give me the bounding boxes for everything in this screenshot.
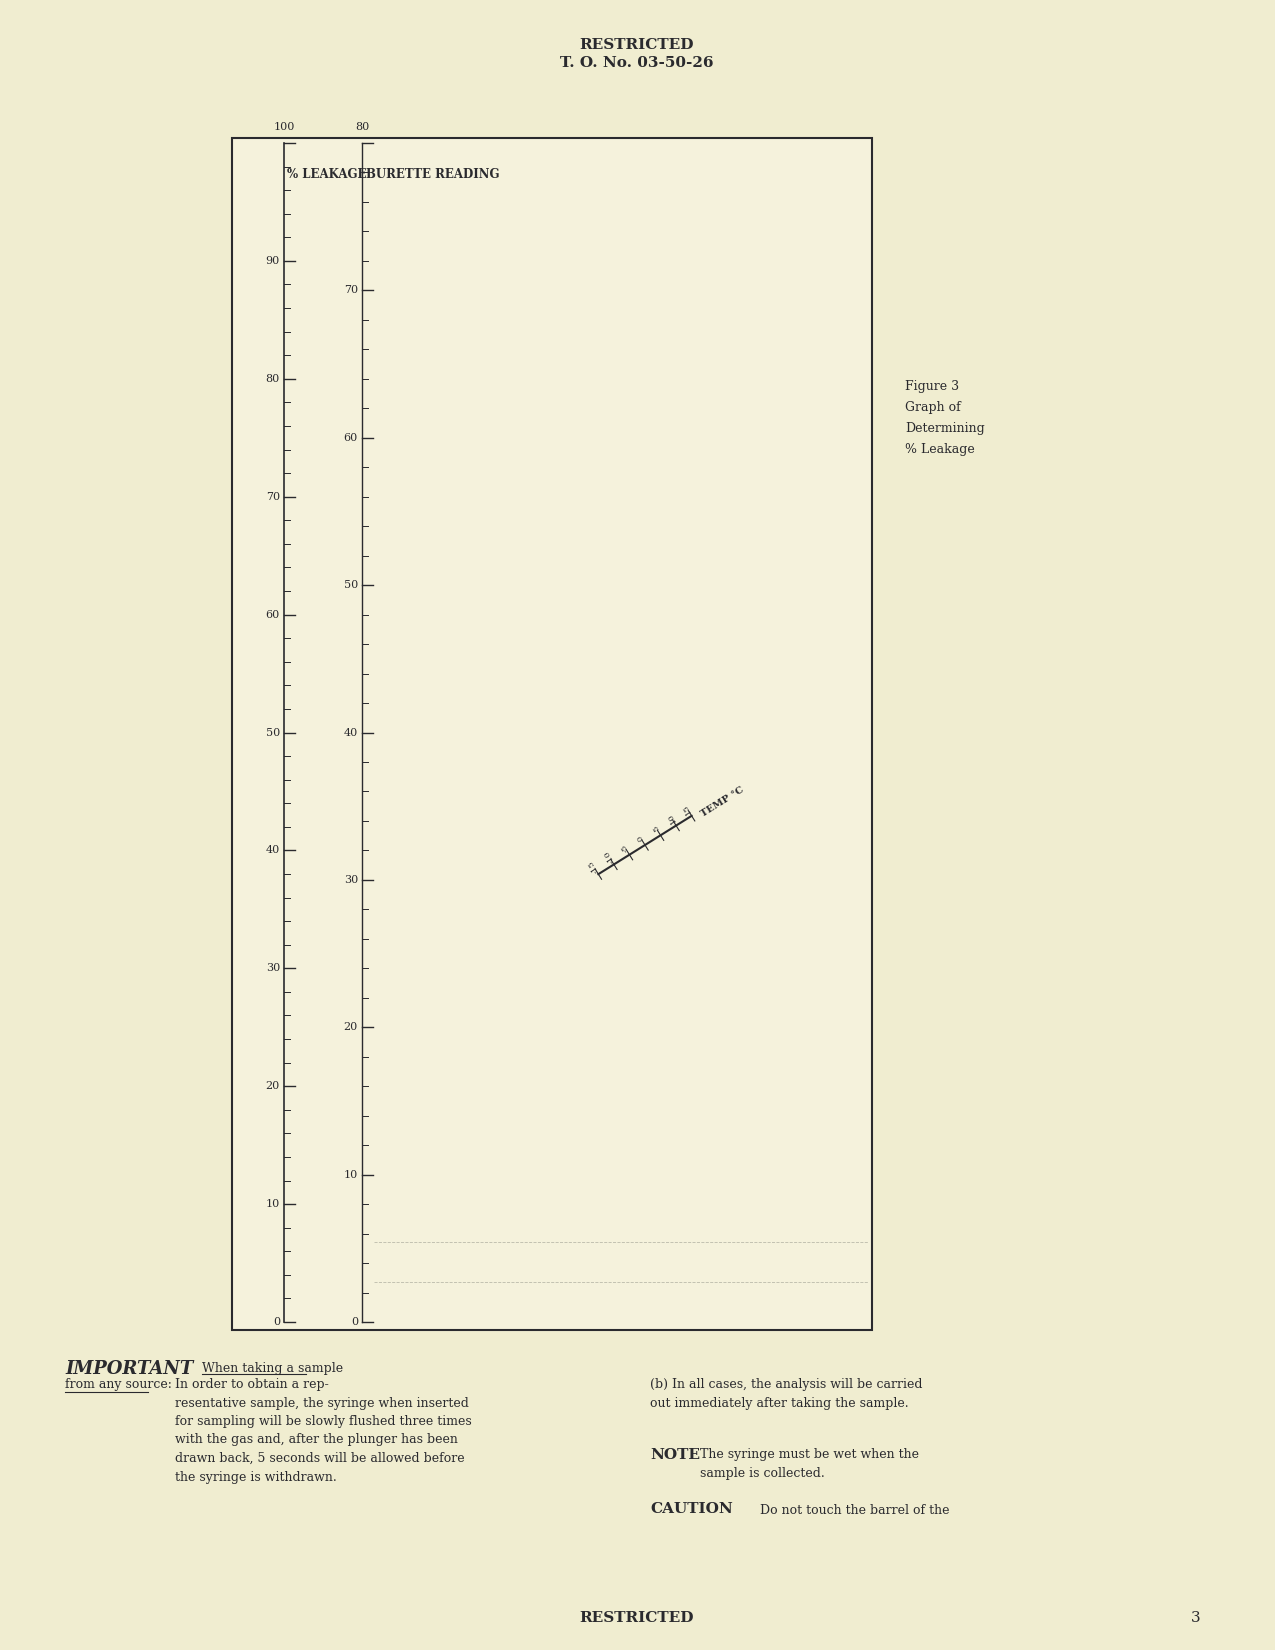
Text: -10: -10 (602, 850, 616, 865)
Text: RESTRICTED: RESTRICTED (580, 38, 695, 53)
Text: 90: 90 (265, 256, 280, 266)
Text: When taking a sample: When taking a sample (201, 1361, 343, 1374)
Text: 50: 50 (265, 728, 280, 738)
Text: 60: 60 (344, 432, 358, 442)
Text: 70: 70 (344, 285, 358, 295)
Text: 100: 100 (273, 122, 295, 132)
Text: % LEAKAGE: % LEAKAGE (287, 168, 366, 182)
Text: Do not touch the barrel of the: Do not touch the barrel of the (760, 1505, 950, 1516)
Text: 30: 30 (344, 874, 358, 884)
Text: 80: 80 (265, 375, 280, 384)
Text: 0: 0 (351, 1317, 358, 1327)
Text: 50: 50 (344, 581, 358, 591)
Text: TEMP °C: TEMP °C (700, 785, 746, 818)
Text: 30: 30 (265, 964, 280, 973)
Bar (232, 139, 872, 1330)
Text: 20: 20 (344, 1023, 358, 1033)
Text: 70: 70 (266, 492, 280, 502)
Text: The syringe must be wet when the
sample is collected.: The syringe must be wet when the sample … (700, 1449, 919, 1480)
Text: (b) In all cases, the analysis will be carried
out immediately after taking the : (b) In all cases, the analysis will be c… (650, 1378, 923, 1409)
Text: Figure 3
Graph of
Determining
% Leakage: Figure 3 Graph of Determining % Leakage (905, 380, 984, 455)
Text: CAUTION: CAUTION (650, 1502, 733, 1516)
Text: -15: -15 (586, 858, 601, 874)
Text: BURETTE READING: BURETTE READING (366, 168, 500, 182)
Text: 10: 10 (265, 1200, 280, 1209)
Text: 0: 0 (273, 1317, 281, 1327)
Text: 60: 60 (265, 609, 280, 620)
Text: IMPORTANT: IMPORTANT (65, 1360, 194, 1378)
Text: 0: 0 (635, 833, 645, 842)
Text: 40: 40 (265, 845, 280, 855)
Text: -5: -5 (620, 842, 630, 853)
Text: 3: 3 (1191, 1610, 1200, 1625)
Text: 5: 5 (652, 823, 660, 832)
Text: 10: 10 (666, 812, 677, 825)
Text: 80: 80 (354, 122, 370, 132)
Text: from any source:: from any source: (65, 1378, 172, 1391)
Text: T. O. No. 03-50-26: T. O. No. 03-50-26 (560, 56, 714, 69)
Text: 40: 40 (344, 728, 358, 738)
Text: NOTE: NOTE (650, 1449, 700, 1462)
Text: 10: 10 (344, 1170, 358, 1180)
Text: RESTRICTED: RESTRICTED (580, 1610, 695, 1625)
Text: 15: 15 (681, 802, 694, 815)
Text: 20: 20 (265, 1081, 280, 1091)
Text: In order to obtain a rep-
resentative sample, the syringe when inserted
for samp: In order to obtain a rep- resentative sa… (175, 1378, 472, 1483)
